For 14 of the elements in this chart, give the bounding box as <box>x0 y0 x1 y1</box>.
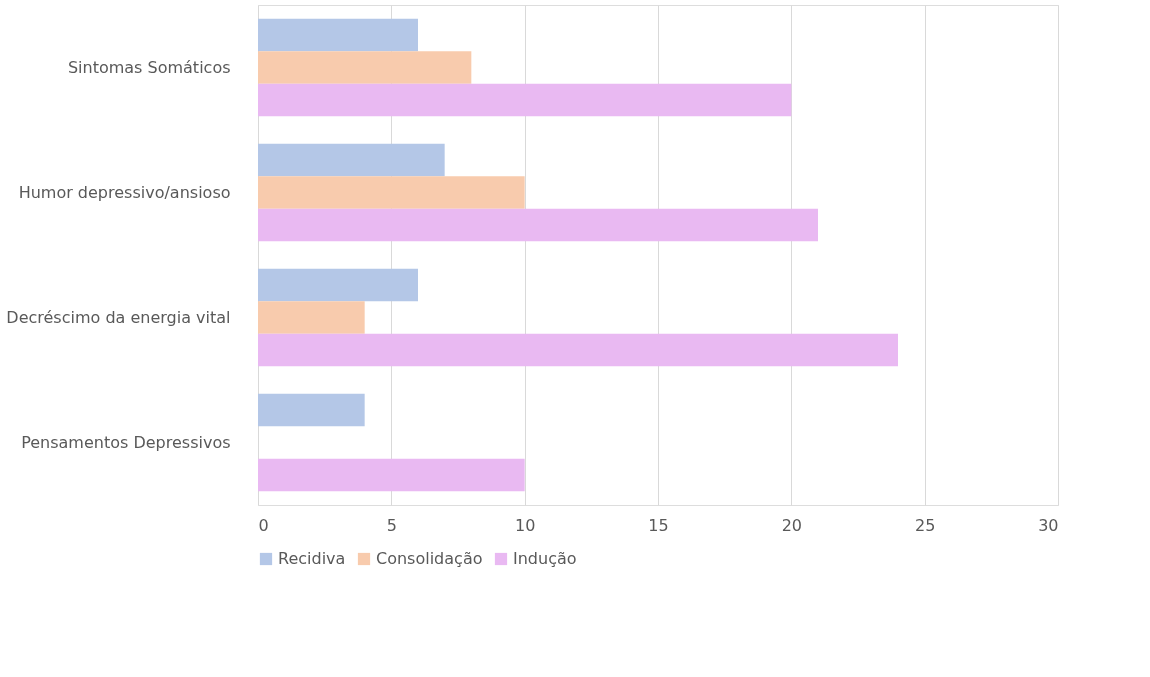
x-tick-label: 20 <box>781 515 803 535</box>
y-tick-label: Pensamentos Depressivos <box>21 432 231 452</box>
x-tick-label: 5 <box>386 515 397 535</box>
x-tick-label: 15 <box>648 515 669 535</box>
x-tick-label: 0 <box>258 515 269 535</box>
legend-label: Consolidação <box>376 549 483 568</box>
y-tick-label: Humor depressivo/ansioso <box>18 182 231 202</box>
legend-label: Indução <box>513 549 577 568</box>
y-tick-label: Decréscimo da energia vital <box>6 307 231 327</box>
y-tick-label: Sintomas Somáticos <box>67 57 231 77</box>
x-tick-label: 30 <box>1038 515 1059 535</box>
x-tick-label: 10 <box>514 515 536 535</box>
x-tick-label: 25 <box>914 515 936 535</box>
legend-label: Recidiva <box>278 549 346 568</box>
